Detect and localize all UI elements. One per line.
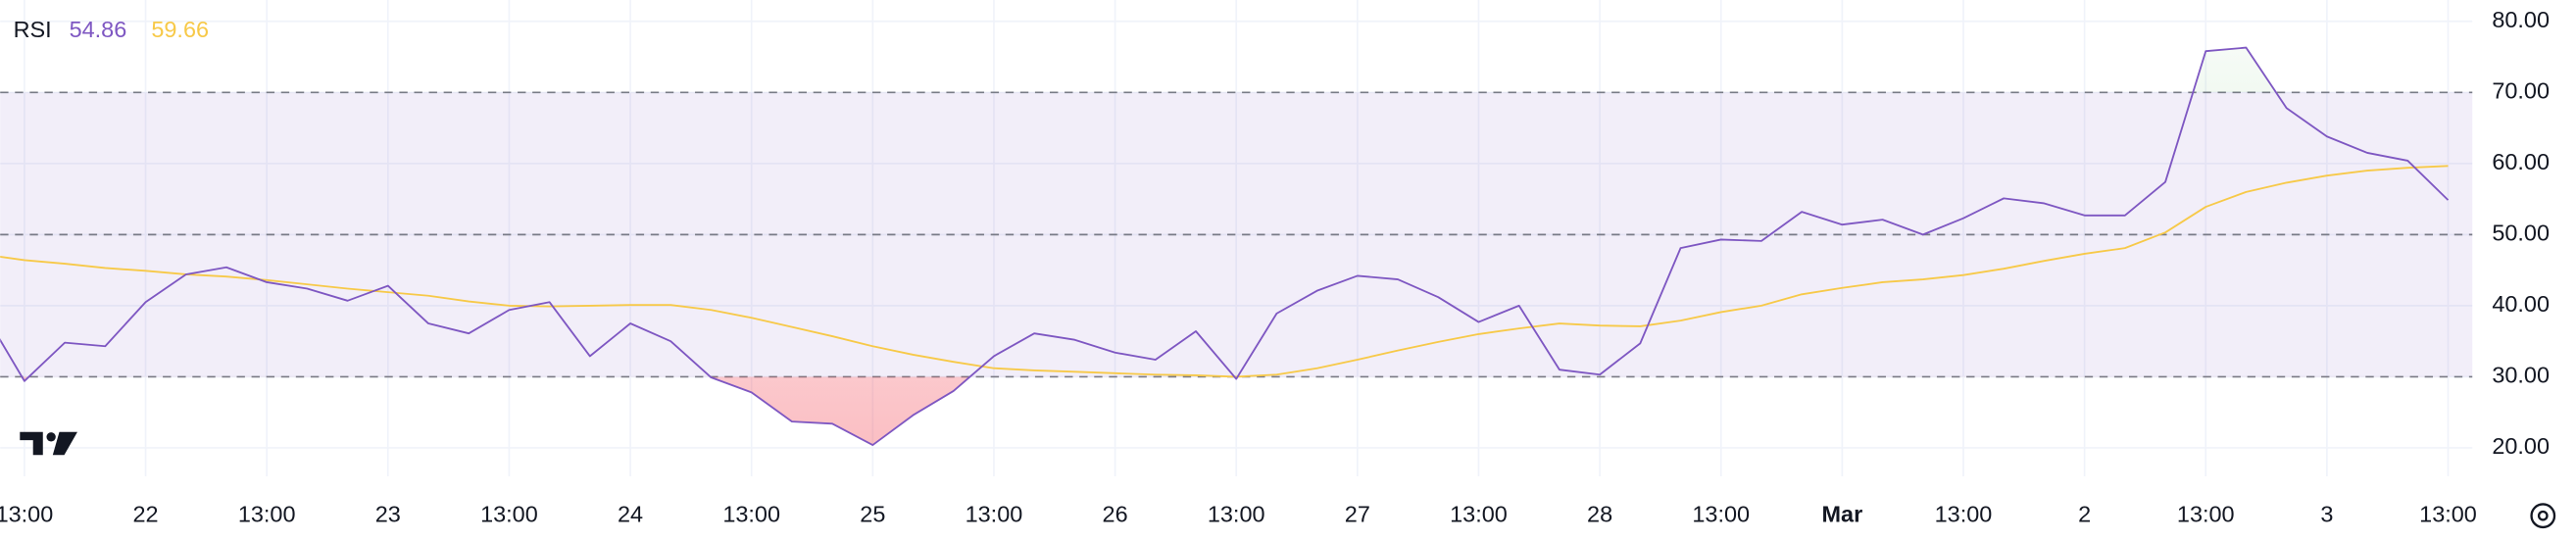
x-tick-label: 13:00 [1208,501,1265,526]
x-tick-label: Mar [1822,501,1863,526]
x-tick-label: 23 [375,501,401,526]
rsi-value: 54.86 [70,17,127,42]
x-tick-label: 2 [2078,501,2091,526]
rsi-ma-value: 59.66 [151,17,209,42]
x-tick-label: 13:00 [2177,501,2235,526]
x-tick-label: 13:00 [1935,501,1993,526]
y-tick-label: 40.00 [2492,291,2550,317]
x-tick-label: 13:00 [966,501,1023,526]
x-tick-label: 13:00 [1692,501,1750,526]
x-tick-label: 28 [1587,501,1612,526]
x-tick-label: 13:00 [238,501,296,526]
y-tick-label: 50.00 [2492,221,2550,246]
y-tick-label: 60.00 [2492,149,2550,174]
indicator-title: RSI [14,17,52,42]
x-tick-label: 3 [2320,501,2333,526]
rsi-line [0,46,2450,446]
y-tick-label: 30.00 [2492,363,2550,388]
x-tick-label: 24 [618,501,643,526]
x-tick-label: 13:00 [2419,501,2477,526]
tradingview-logo[interactable] [20,431,77,456]
x-tick-label: 13:00 [480,501,538,526]
x-tick-label: 27 [1345,501,1370,526]
x-tick-label: 22 [133,501,159,526]
x-tick-label: 13:00 [722,501,780,526]
x-tick-label: 25 [860,501,885,526]
x-tick-label: 26 [1103,501,1128,526]
settings-icon[interactable] [2530,503,2556,529]
y-tick-label: 20.00 [2492,433,2550,459]
x-tick-label: 13:00 [1450,501,1508,526]
overbought-fill [2193,47,2277,93]
y-tick-label: 80.00 [2492,7,2550,32]
y-tick-label: 70.00 [2492,77,2550,103]
x-tick-label: 13:00 [0,501,53,526]
